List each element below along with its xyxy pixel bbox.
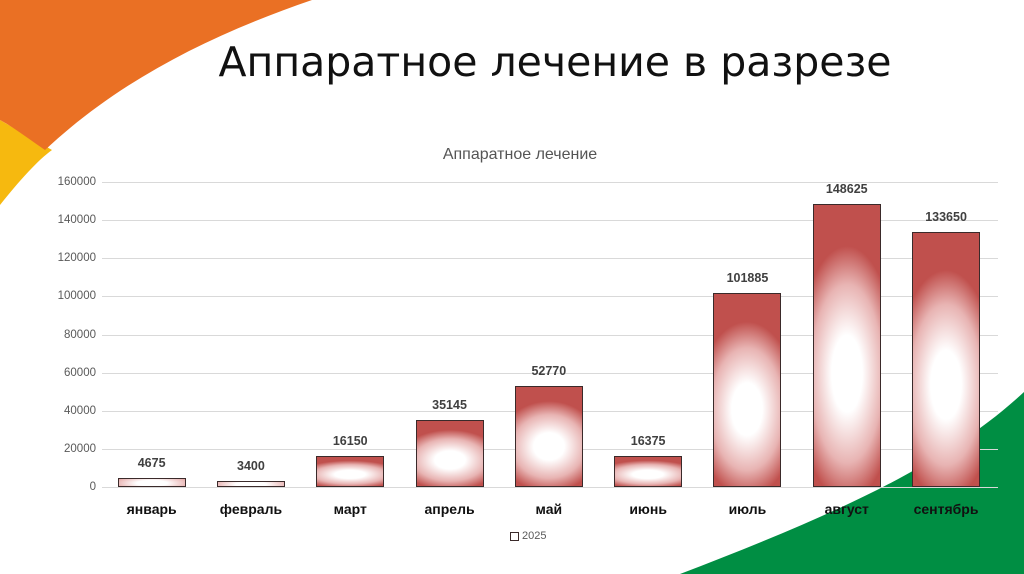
y-axis-tick-label: 120000 (57, 252, 96, 265)
x-axis-category-label: март (333, 501, 367, 517)
data-label: 133650 (925, 210, 967, 225)
y-axis-tick-label: 100000 (57, 290, 96, 303)
bar-март (316, 456, 385, 487)
x-axis-category-label: июнь (629, 501, 667, 517)
bar-август (812, 203, 881, 487)
y-axis-tick-label: 140000 (57, 214, 96, 227)
data-label: 52770 (531, 364, 567, 379)
y-axis-tick-label: 0 (89, 481, 96, 493)
bar-январь (117, 478, 186, 487)
gridline (102, 372, 998, 374)
x-axis-category-label: июль (728, 501, 767, 517)
data-label: 16150 (332, 434, 368, 449)
slide-title: Аппаратное лечение в разрезе (218, 38, 892, 86)
data-label: 148625 (825, 181, 868, 196)
y-axis-tick-label: 40000 (64, 404, 96, 417)
legend-label: 2025 (522, 530, 547, 542)
data-label: 3400 (237, 458, 265, 473)
bar-июнь (614, 455, 683, 487)
x-axis-category-label: сентябрь (913, 501, 979, 517)
y-axis-tick-label: 80000 (64, 328, 96, 341)
data-label: 101885 (726, 270, 769, 285)
yellow-corner-shape (0, 120, 52, 205)
gridline (102, 487, 998, 488)
x-axis-category-label: апрель (424, 501, 475, 517)
gridline (102, 296, 998, 298)
bar-апрель (415, 420, 484, 487)
data-label: 16375 (630, 433, 666, 448)
gridline (102, 334, 998, 336)
gridline (102, 258, 998, 260)
y-axis-tick-label: 20000 (64, 442, 96, 455)
legend-swatch-icon (510, 531, 519, 541)
x-axis-category-label: февраль (219, 501, 283, 517)
x-axis-category-label: май (535, 501, 563, 517)
gridline (102, 220, 998, 222)
gridline (102, 182, 998, 183)
green-corner-shape (680, 392, 1024, 574)
y-axis-tick-label: 160000 (57, 176, 96, 188)
bar-сентябрь (912, 232, 981, 487)
orange-corner-shape (0, 0, 312, 150)
chart-legend: 2025 (510, 530, 546, 542)
x-axis-category-label: январь (126, 501, 177, 517)
bar-май (514, 386, 583, 487)
x-axis-category-label: август (824, 501, 869, 517)
bar-июль (713, 292, 782, 487)
bar-февраль (216, 480, 285, 487)
chart-title: Аппаратное лечение (442, 146, 598, 163)
data-label: 35145 (432, 398, 467, 412)
data-label: 4675 (137, 456, 166, 471)
y-axis-tick-label: 60000 (64, 366, 96, 379)
